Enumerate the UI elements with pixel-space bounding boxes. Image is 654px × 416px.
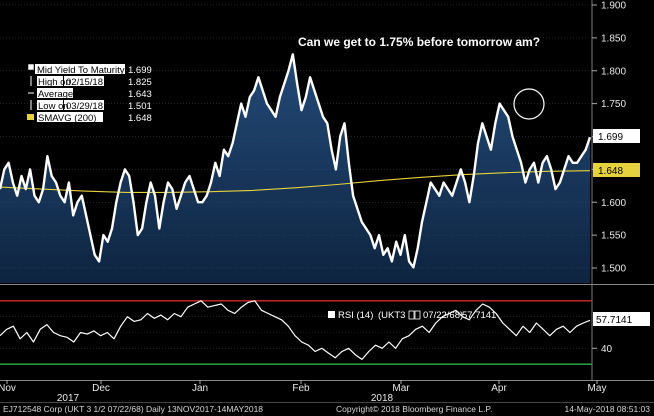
y-tick-label: 1.850 bbox=[601, 33, 626, 44]
rsi-panel bbox=[0, 300, 592, 365]
target-circle-annotation bbox=[513, 88, 545, 120]
smavg-line bbox=[0, 170, 591, 193]
last-value-text: 1.699 bbox=[598, 132, 623, 143]
legend-smavg-value: 1.648 bbox=[128, 113, 152, 124]
rsi-axis-ticks: 40 bbox=[592, 344, 613, 355]
rsi-legend-label: RSI (14) bbox=[338, 310, 373, 321]
main-plot-area bbox=[0, 4, 592, 283]
rsi-legend-security: (UKT3 bbox=[378, 310, 405, 321]
legend-high-value: 1.825 bbox=[128, 77, 152, 88]
rsi-legend: RSI (14) (UKT3 07/22/68) 57.7141 bbox=[328, 310, 496, 321]
rsi-legend-date: 07/22/68) bbox=[423, 310, 463, 321]
y-tick-label: 1.900 bbox=[601, 1, 626, 12]
legend-average-value: 1.643 bbox=[128, 89, 152, 100]
rsi-line bbox=[0, 300, 591, 360]
legend-high-date: 02/15/18 bbox=[66, 77, 103, 88]
legend-low-label: Low on bbox=[38, 101, 69, 112]
smavg-value-text: 1.648 bbox=[598, 166, 623, 177]
x-tick-label: Mar bbox=[392, 383, 410, 394]
legend-mid-swatch bbox=[27, 63, 35, 71]
annotation-text: Can we get to 1.75% before tomorrow am? bbox=[298, 35, 540, 49]
x-tick-label: May bbox=[588, 383, 607, 394]
x-axis-ticks: Nov Dec Jan Feb Mar Apr May 2017 2018 bbox=[0, 380, 606, 404]
rsi-value-tag: 57.7141 bbox=[593, 312, 650, 326]
x-tick-label: Jan bbox=[192, 383, 208, 394]
legend-high-label: High on bbox=[38, 77, 71, 88]
footer-copyright: Copyright© 2018 Bloomberg Finance L.P. bbox=[336, 404, 492, 414]
y-tick-label: 1.550 bbox=[601, 231, 626, 242]
legend-low-date: 03/29/18 bbox=[66, 101, 103, 112]
x-year-label: 2017 bbox=[57, 393, 80, 404]
legend-mid-label: Mid Yield To Maturity bbox=[37, 65, 125, 76]
y-tick-label: 1.600 bbox=[601, 198, 626, 209]
rsi-legend-value: 57.7141 bbox=[462, 310, 496, 321]
x-tick-label: Nov bbox=[0, 383, 16, 394]
yield-line bbox=[0, 53, 592, 269]
y-tick-label: 1.800 bbox=[601, 66, 626, 77]
x-tick-label: Feb bbox=[292, 383, 310, 394]
x-tick-label: Dec bbox=[92, 383, 110, 394]
footer-security: EJ712548 Corp (UKT 3 1/2 07/22/68) Daily… bbox=[3, 404, 263, 414]
legend: Mid Yield To Maturity 1.699 High on 02/1… bbox=[27, 63, 152, 124]
smavg-value-tag: 1.648 bbox=[593, 163, 640, 177]
legend-smavg-label: SMAVG (200) bbox=[38, 113, 96, 124]
legend-mid-value: 1.699 bbox=[128, 65, 152, 76]
x-tick-label: Apr bbox=[491, 383, 507, 394]
footer-timestamp: 14-May-2018 08:51:03 bbox=[564, 404, 650, 414]
legend-average-label: Average bbox=[38, 89, 73, 100]
rsi-tick-label: 40 bbox=[601, 344, 613, 355]
yield-area-fill bbox=[0, 54, 590, 283]
rsi-legend-swatch bbox=[328, 311, 335, 318]
legend-low-value: 1.501 bbox=[128, 101, 152, 112]
y-tick-label: 1.750 bbox=[601, 99, 626, 110]
rsi-value-text: 57.7141 bbox=[596, 315, 633, 326]
y-tick-label: 1.500 bbox=[601, 264, 626, 275]
x-year-label: 2018 bbox=[371, 393, 394, 404]
last-value-tag: 1.699 bbox=[593, 129, 640, 143]
legend-smavg-swatch bbox=[27, 114, 34, 120]
